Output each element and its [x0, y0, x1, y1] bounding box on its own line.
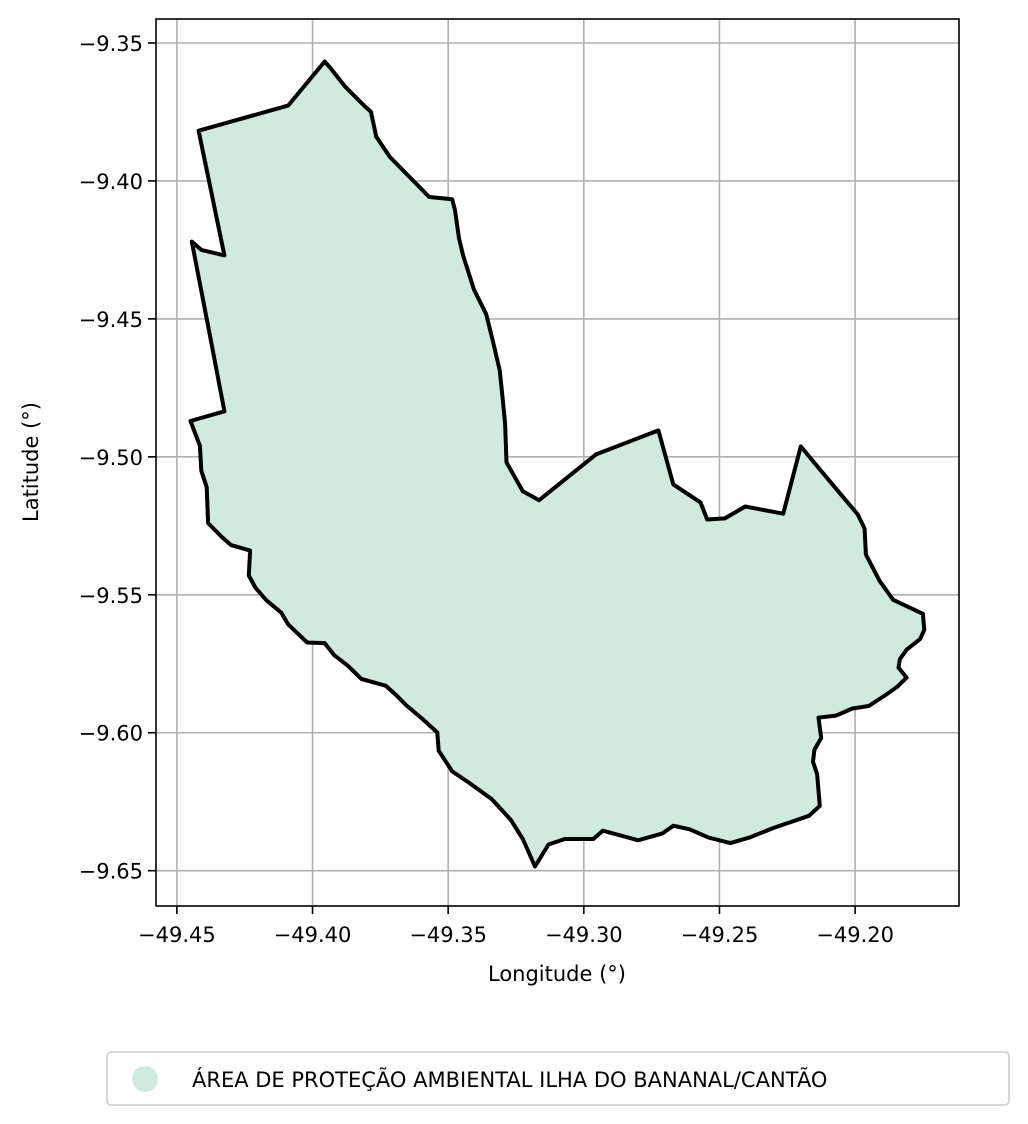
y-tick-label: −9.55: [79, 584, 143, 608]
x-tick-label: −49.25: [681, 923, 759, 947]
y-tick-label: −9.65: [79, 860, 143, 884]
y-tick-label: −9.40: [79, 170, 143, 194]
x-tick-label: −49.30: [545, 923, 623, 947]
legend-label: ÁREA DE PROTEÇÃO AMBIENTAL ILHA DO BANAN…: [192, 1066, 827, 1092]
legend-marker: [132, 1066, 158, 1092]
x-tick-label: −49.45: [138, 923, 216, 947]
y-tick-label: −9.50: [79, 446, 143, 470]
legend-box: [106, 1051, 1010, 1106]
x-tick-label: −49.20: [816, 923, 894, 947]
y-tick-label: −9.60: [79, 722, 143, 746]
y-tick-label: −9.45: [79, 308, 143, 332]
x-tick-label: −49.35: [409, 923, 487, 947]
x-tick-label: −49.40: [274, 923, 352, 947]
y-axis-label: Latitude (°): [19, 402, 43, 522]
legend: ÁREA DE PROTEÇÃO AMBIENTAL ILHA DO BANAN…: [106, 1051, 1010, 1106]
protected-area-polygon: [188, 59, 927, 869]
plot-frame: [155, 18, 960, 907]
x-axis-label: Longitude (°): [488, 962, 626, 986]
x-axis-ticks: −49.45 −49.40 −49.35 −49.30 −49.25 −49.20: [138, 906, 894, 947]
y-axis-ticks: −9.35 −9.40 −9.45 −9.50 −9.55 −9.60 −9.65: [79, 32, 156, 884]
y-tick-label: −9.35: [79, 32, 143, 56]
